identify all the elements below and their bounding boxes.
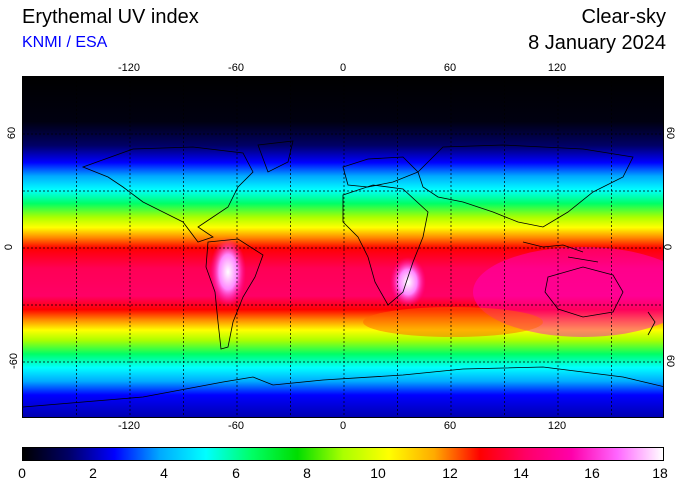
- lon-tick-top: -120: [117, 62, 141, 74]
- lon-tick-bottom: 120: [547, 420, 567, 432]
- uv-index-map: [22, 76, 664, 418]
- colorbar-label: 4: [160, 465, 168, 481]
- colorbar-label: 14: [513, 465, 529, 481]
- graticule: [23, 77, 663, 417]
- lon-tick-bottom: -120: [117, 420, 141, 432]
- lat-tick-right: 0: [661, 243, 674, 251]
- colorbar-label: 12: [442, 465, 458, 481]
- sky-condition: Clear-sky: [581, 6, 666, 28]
- map-date: 8 January 2024: [528, 32, 666, 54]
- lon-tick-top: -60: [228, 62, 244, 74]
- lon-tick-bottom: 0: [339, 420, 347, 432]
- lat-tick-right: 60: [664, 354, 677, 368]
- colorbar-label: 2: [89, 465, 97, 481]
- lat-tick-left: -60: [7, 353, 20, 369]
- colorbar-label: 0: [18, 465, 26, 481]
- data-source: KNMI / ESA: [22, 34, 108, 51]
- colorbar-label: 18: [652, 465, 668, 481]
- map-canvas: [23, 77, 663, 417]
- coastlines: [23, 140, 663, 408]
- map-title: Erythemal UV index: [22, 6, 199, 28]
- colorbar-label: 16: [584, 465, 600, 481]
- lat-tick-left: 0: [3, 243, 16, 251]
- lat-tick-left: 60: [6, 126, 19, 140]
- lat-tick-right: 60: [664, 126, 677, 140]
- colorbar-label: 10: [370, 465, 386, 481]
- lon-tick-bottom: 60: [443, 420, 457, 432]
- lon-tick-top: 120: [547, 62, 567, 74]
- uv-colorbar: [22, 447, 664, 461]
- lon-tick-bottom: -60: [228, 420, 244, 432]
- colorbar-label: 6: [232, 465, 240, 481]
- colorbar-label: 8: [303, 465, 311, 481]
- lon-tick-top: 60: [443, 62, 457, 74]
- lon-tick-top: 0: [339, 62, 347, 74]
